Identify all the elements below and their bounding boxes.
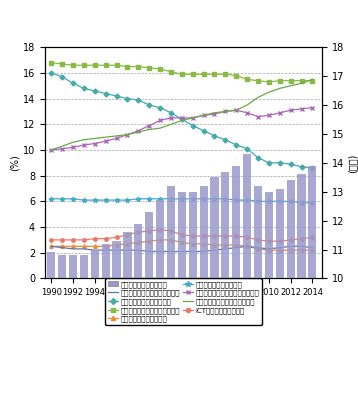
Bar bbox=[156, 201, 164, 394]
Bar bbox=[124, 232, 131, 394]
Bar bbox=[58, 255, 66, 394]
X-axis label: (年): (年) bbox=[177, 299, 190, 309]
Bar bbox=[265, 192, 273, 394]
Bar bbox=[112, 241, 121, 394]
Bar bbox=[254, 186, 262, 394]
Bar bbox=[145, 212, 153, 394]
Y-axis label: (%): (%) bbox=[10, 154, 20, 171]
Bar bbox=[80, 255, 88, 394]
Bar bbox=[69, 255, 77, 394]
Bar bbox=[134, 223, 142, 394]
Bar bbox=[102, 244, 110, 394]
Bar bbox=[297, 175, 306, 394]
Bar bbox=[189, 192, 197, 394]
Bar bbox=[308, 166, 316, 394]
Bar bbox=[47, 253, 55, 394]
Bar bbox=[178, 192, 186, 394]
Bar bbox=[199, 186, 208, 394]
Bar bbox=[211, 177, 219, 394]
Bar bbox=[221, 171, 229, 394]
Bar bbox=[91, 249, 99, 394]
Y-axis label: (億人): (億人) bbox=[347, 153, 357, 173]
Bar bbox=[243, 154, 251, 394]
Legend: 非農業雇用者数（右軸）, 資源・鉱業（シェア）（左軸）, 製造業（シェア）（左軸）, 卸売・小売（シェア）（左軸）, 情報（シェア）（左軸）, 金融（シェア）（: 非農業雇用者数（右軸）, 資源・鉱業（シェア）（左軸）, 製造業（シェア）（左軸… bbox=[105, 278, 262, 325]
Bar bbox=[167, 186, 175, 394]
Bar bbox=[276, 189, 284, 394]
Bar bbox=[232, 166, 240, 394]
Bar bbox=[286, 180, 295, 394]
